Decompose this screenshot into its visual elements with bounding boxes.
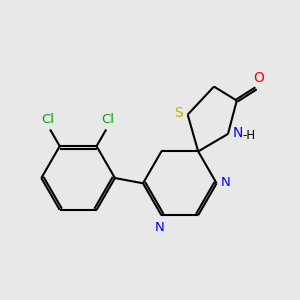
- Text: N: N: [221, 176, 231, 189]
- Text: N: N: [232, 126, 243, 140]
- Text: S: S: [174, 106, 183, 120]
- Text: Cl: Cl: [41, 113, 54, 126]
- Text: -H: -H: [243, 129, 256, 142]
- Text: O: O: [253, 71, 264, 85]
- Text: Cl: Cl: [101, 113, 114, 126]
- Text: N: N: [155, 221, 164, 235]
